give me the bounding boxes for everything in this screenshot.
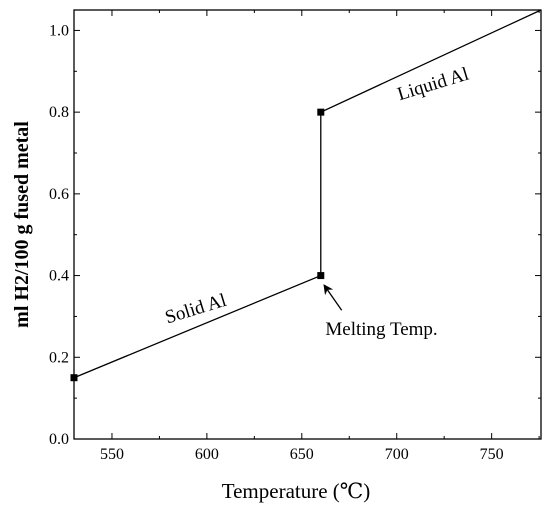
x-tick-label: 650 [290, 446, 314, 463]
y-tick-label: 0.0 [49, 431, 69, 448]
plot-frame [73, 9, 542, 440]
axes-frame [73, 9, 542, 440]
x-axis-label: Temperature (℃) [222, 479, 371, 503]
y-tick-label: 0.2 [49, 349, 69, 366]
data-point-marker [70, 374, 78, 382]
annotation-label: Solid Al [163, 290, 229, 328]
series-line [73, 9, 542, 379]
data-markers [70, 108, 325, 382]
melting-arrow [323, 284, 343, 311]
y-tick-label: 0.8 [49, 104, 69, 121]
data-point-marker [317, 108, 325, 116]
y-axis-label: ml H2/100 g fused metal [11, 121, 33, 328]
y-tick-label: 0.6 [49, 186, 69, 203]
annotation-label: Melting Temp. [325, 319, 437, 340]
x-tick-label: 750 [480, 446, 504, 463]
annotations: Solid Al Liquid Al Melting Temp. [163, 64, 472, 340]
annotation-label: Liquid Al [395, 64, 471, 106]
y-tick-label: 1.0 [49, 22, 69, 39]
x-axis-ticks: 550 600 650 700 750 [100, 10, 540, 463]
y-tick-label: 0.4 [49, 268, 69, 285]
data-point-marker [317, 272, 325, 280]
x-tick-label: 700 [385, 446, 409, 463]
y-axis-ticks: 0.0 0.2 0.4 0.6 0.8 1.0 [49, 22, 541, 448]
x-tick-label: 550 [100, 446, 124, 463]
series-lines [73, 9, 542, 379]
x-tick-label: 600 [195, 446, 219, 463]
